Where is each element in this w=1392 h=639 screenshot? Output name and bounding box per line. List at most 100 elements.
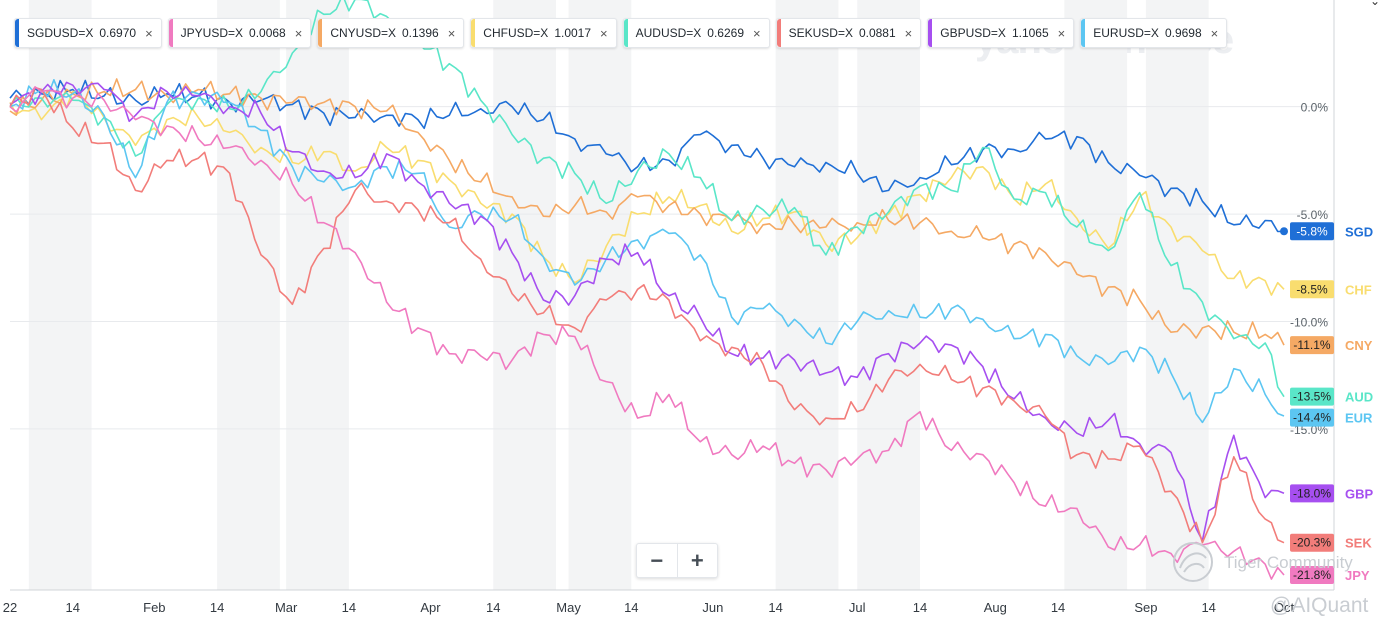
zoom-out-button[interactable]: − [650, 547, 664, 573]
series-name-label: EUR [1345, 411, 1373, 426]
series-line-gbp [9, 81, 1285, 542]
legend-color-swatch [1081, 19, 1086, 47]
legend-chip[interactable]: SEKUSD=X 0.0881 × [775, 18, 922, 48]
series-name-label: CHF [1345, 282, 1372, 297]
x-tick-label: Feb [143, 600, 165, 615]
close-icon[interactable]: × [753, 25, 761, 41]
x-tick-label: May [556, 600, 581, 615]
chevron-down-icon[interactable]: ⌄ [1370, 0, 1381, 8]
series-name-label: SEK [1345, 536, 1372, 551]
legend-color-swatch [471, 19, 476, 47]
zoom-in-button[interactable]: + [676, 544, 718, 577]
weekend-band [1064, 0, 1128, 590]
end-value-label: -20.3% [1293, 536, 1331, 550]
legend-color-swatch [623, 19, 628, 47]
end-value-badge [1290, 336, 1334, 355]
legend-chip[interactable]: AUDUSD=X 0.6269 × [622, 18, 770, 48]
legend-chip[interactable]: CNYUSD=X 0.1396 × [317, 18, 465, 48]
close-icon[interactable]: × [1210, 25, 1219, 41]
series-line-eur [9, 79, 1285, 424]
series-name-label: CNY [1345, 338, 1373, 353]
aiquant-watermark: @AIQuant [1270, 594, 1369, 617]
end-value-badge [1290, 533, 1334, 552]
end-value-badge [1290, 222, 1334, 241]
close-icon[interactable]: × [145, 25, 153, 41]
x-tick-label: 14 [768, 600, 782, 615]
legend-symbol: AUDUSD=X [635, 26, 702, 40]
weekend-band [1145, 0, 1209, 590]
x-tick-label: Jul [849, 600, 866, 615]
y-tick-label: -10.0% [1290, 315, 1328, 329]
x-tick-label: 14 [913, 600, 927, 615]
legend-symbol: SGDUSD=X [27, 26, 94, 40]
legend-chip[interactable]: GBPUSD=X 1.1065 × [927, 18, 1075, 48]
end-value-badge [1290, 484, 1334, 503]
legend-symbol: EURUSD=X [1093, 26, 1159, 40]
x-tick-label: Apr [420, 600, 441, 615]
x-tick-label: 14 [624, 600, 638, 615]
series-name-label: JPY [1345, 568, 1370, 583]
end-value-label: -14.4% [1293, 411, 1331, 425]
close-icon[interactable]: × [294, 25, 303, 41]
end-value-badge [1290, 280, 1334, 299]
end-value-label: -11.1% [1293, 338, 1330, 352]
end-point-marker [1280, 227, 1288, 236]
end-value-label: -13.5% [1293, 390, 1331, 404]
legend-price: 0.0881 [858, 26, 896, 40]
x-tick-label: 14 [210, 600, 224, 615]
legend-price: 1.1065 [1011, 26, 1049, 40]
legend-symbol: GBPUSD=X [940, 26, 1006, 40]
series-name-label: GBP [1345, 486, 1374, 501]
legend-price: 0.1396 [402, 26, 439, 40]
tiger-logo-icon [1173, 542, 1213, 582]
close-icon[interactable]: × [1057, 25, 1066, 41]
legend-symbol: JPYUSD=X [180, 26, 244, 40]
legend-symbol: CNYUSD=X [330, 26, 396, 40]
weekend-band [568, 0, 632, 590]
legend-chip[interactable]: EURUSD=X 0.9698 × [1080, 18, 1228, 48]
series-line-chf [9, 90, 1285, 296]
end-value-label: -18.0% [1293, 486, 1331, 500]
zoom-controls: − + [636, 543, 718, 578]
legend-color-swatch [168, 19, 173, 47]
legend-symbol: CHFUSD=X [483, 26, 549, 40]
x-tick-label: 14 [66, 600, 80, 615]
end-value-label: -21.8% [1293, 568, 1331, 582]
legend-color-swatch [15, 19, 19, 47]
y-tick-label: 0.0% [1301, 101, 1329, 115]
legend-symbol: SEKUSD=X [788, 26, 853, 40]
x-tick-label: Mar [275, 600, 298, 615]
legend-color-swatch [318, 19, 323, 47]
end-value-label: -8.5% [1296, 282, 1328, 296]
series-line-cny [9, 78, 1285, 346]
series-line-aud [9, 0, 1285, 398]
end-value-badge [1290, 408, 1334, 427]
x-tick-label: Jun [702, 600, 723, 615]
legend-price: 0.6970 [99, 26, 137, 40]
legend-color-swatch [928, 19, 933, 47]
x-tick-label: 14 [1201, 600, 1215, 615]
series-line-jpy [9, 86, 1285, 580]
legend-color-swatch [776, 19, 781, 47]
end-value-badge [1290, 387, 1334, 406]
series-line-sek [9, 86, 1285, 544]
close-icon[interactable]: × [904, 25, 913, 41]
close-icon[interactable]: × [600, 25, 608, 41]
weekend-band [217, 0, 280, 590]
legend-price: 0.6269 [707, 26, 744, 40]
x-tick-label: Oct [1274, 600, 1295, 615]
y-tick-label: -5.0% [1297, 208, 1329, 222]
x-tick-label: 14 [486, 600, 500, 615]
legend-chip[interactable]: JPYUSD=X 0.0068 × [167, 18, 312, 48]
series-name-label: AUD [1345, 390, 1373, 405]
x-tick-label: Sep [1134, 600, 1157, 615]
x-tick-label: Aug [984, 600, 1007, 615]
end-value-badge [1290, 565, 1334, 584]
legend-price: 0.9698 [1164, 26, 1202, 40]
symbol-legend: SGDUSD=X 0.6970 × JPYUSD=X 0.0068 × CNYUSD=X 0.… [14, 18, 1228, 48]
close-icon[interactable]: × [447, 25, 456, 41]
legend-chip[interactable]: SGDUSD=X 0.6970 × [14, 18, 162, 48]
x-tick-label: 14 [342, 600, 356, 615]
legend-chip[interactable]: CHFUSD=X 1.0017 × [470, 18, 617, 48]
